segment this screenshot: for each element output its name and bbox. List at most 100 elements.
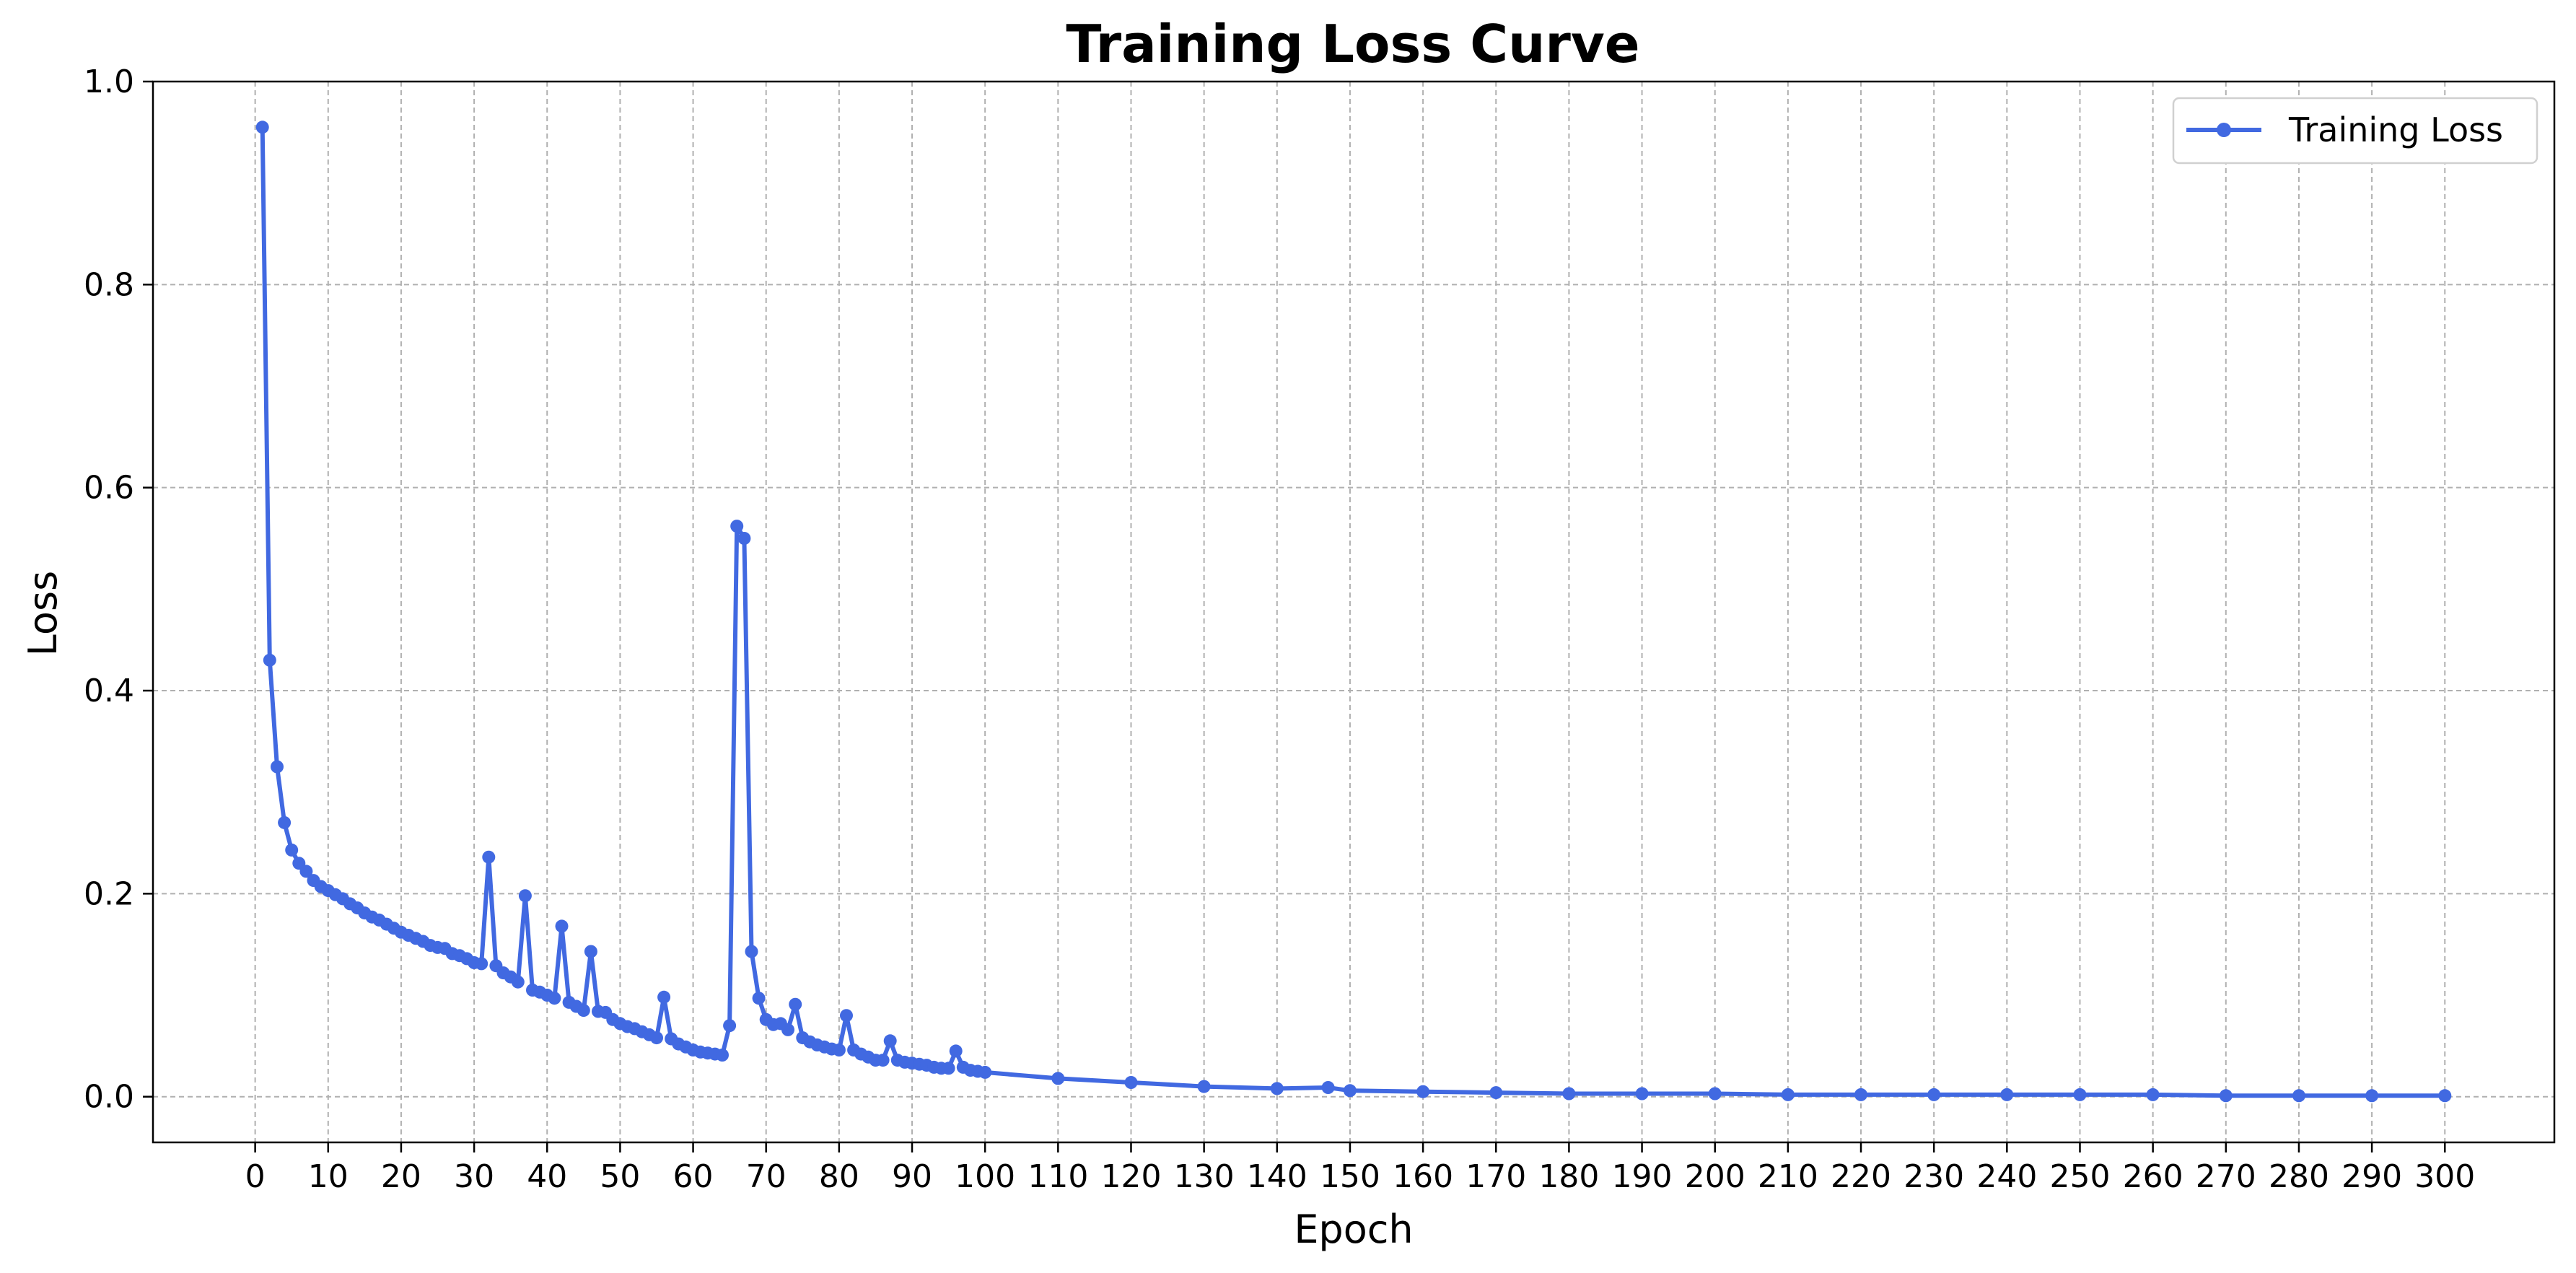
data-point xyxy=(840,1009,853,1023)
data-point xyxy=(657,990,671,1004)
x-tick-label: 170 xyxy=(1466,1158,1526,1195)
data-point xyxy=(577,1004,590,1018)
data-point xyxy=(1927,1088,1941,1101)
x-tick-label: 130 xyxy=(1174,1158,1235,1195)
x-tick-label: 200 xyxy=(1685,1158,1745,1195)
data-point xyxy=(978,1065,992,1079)
x-tick-label: 60 xyxy=(673,1158,714,1195)
data-point xyxy=(518,889,532,903)
data-point xyxy=(278,815,292,829)
x-tick-label: 10 xyxy=(308,1158,349,1195)
chart-title: Training Loss Curve xyxy=(1066,14,1639,74)
y-tick-label: 0.2 xyxy=(84,875,134,912)
data-point xyxy=(832,1044,846,1057)
data-point xyxy=(723,1019,737,1033)
x-tick-label: 270 xyxy=(2196,1158,2256,1195)
x-tick-label: 100 xyxy=(955,1158,1015,1195)
data-point xyxy=(2073,1088,2087,1101)
data-point xyxy=(1343,1084,1357,1098)
x-tick-label: 280 xyxy=(2269,1158,2329,1195)
x-tick-label: 40 xyxy=(527,1158,567,1195)
data-point xyxy=(781,1023,794,1036)
x-tick-label: 300 xyxy=(2414,1158,2475,1195)
x-tick-label: 250 xyxy=(2050,1158,2111,1195)
x-tick-label: 0 xyxy=(245,1158,266,1195)
y-tick-label: 0.8 xyxy=(84,266,134,303)
data-point xyxy=(1124,1076,1138,1089)
data-point xyxy=(271,760,284,774)
x-tick-label: 90 xyxy=(892,1158,932,1195)
data-point xyxy=(255,121,269,134)
data-point xyxy=(2292,1089,2305,1103)
grid-lines xyxy=(153,81,2554,1142)
data-point xyxy=(2438,1089,2452,1103)
legend-box xyxy=(2172,97,2538,165)
data-point xyxy=(1854,1088,1867,1101)
x-tick-label: 110 xyxy=(1028,1158,1088,1195)
x-tick-label: 210 xyxy=(1758,1158,1818,1195)
data-point xyxy=(511,975,525,989)
data-point xyxy=(789,997,802,1011)
axis-ticks: 0 10 20 30 40 50 60 70 80 90 100 110 120 130 140 150 160… xyxy=(84,64,2475,1195)
plot-frame xyxy=(152,80,2556,1144)
x-tick-label: 290 xyxy=(2341,1158,2402,1195)
legend: Training Loss xyxy=(2172,97,2538,165)
data-point xyxy=(752,992,766,1005)
x-tick-label: 80 xyxy=(819,1158,859,1195)
data-point xyxy=(1635,1087,1649,1101)
x-tick-label: 150 xyxy=(1320,1158,1380,1195)
data-point xyxy=(2365,1089,2379,1103)
x-tick-label: 190 xyxy=(1612,1158,1673,1195)
data-point xyxy=(716,1049,729,1062)
data-point xyxy=(1708,1087,1722,1101)
x-tick-label: 240 xyxy=(1976,1158,2037,1195)
data-point xyxy=(1489,1086,1503,1100)
data-point xyxy=(737,532,751,545)
data-point xyxy=(1562,1087,1576,1101)
data-series xyxy=(255,121,2452,1103)
data-point xyxy=(548,992,561,1005)
data-point xyxy=(584,945,597,958)
data-point xyxy=(942,1062,955,1075)
data-point xyxy=(650,1031,663,1045)
x-tick-label: 140 xyxy=(1247,1158,1307,1195)
data-point xyxy=(2000,1088,2014,1101)
x-tick-label: 50 xyxy=(600,1158,640,1195)
data-point xyxy=(730,520,744,533)
data-point xyxy=(285,843,299,857)
x-tick-label: 230 xyxy=(1903,1158,1964,1195)
data-point xyxy=(2219,1089,2233,1103)
legend-marker-swatch xyxy=(2217,123,2231,137)
y-tick-label: 0.0 xyxy=(84,1079,134,1116)
y-tick-label: 1.0 xyxy=(84,64,134,100)
data-point xyxy=(555,919,569,933)
x-tick-label: 180 xyxy=(1538,1158,1599,1195)
x-tick-label: 20 xyxy=(381,1158,421,1195)
data-point xyxy=(883,1034,897,1048)
data-point xyxy=(1321,1081,1335,1094)
data-point xyxy=(876,1054,890,1067)
x-tick-label: 220 xyxy=(1831,1158,1891,1195)
data-point xyxy=(745,945,758,958)
y-tick-label: 0.6 xyxy=(84,470,134,507)
data-point xyxy=(482,850,496,864)
data-point xyxy=(475,957,489,971)
x-axis-label: Epoch xyxy=(1294,1207,1413,1252)
data-point xyxy=(263,653,276,667)
data-point xyxy=(2146,1088,2160,1101)
data-point xyxy=(299,865,313,878)
x-tick-label: 30 xyxy=(454,1158,494,1195)
legend-label: Training Loss xyxy=(2288,110,2503,149)
data-point xyxy=(1781,1088,1795,1101)
data-point xyxy=(1270,1082,1284,1095)
data-point xyxy=(1197,1080,1211,1093)
x-tick-label: 70 xyxy=(746,1158,787,1195)
data-point xyxy=(1416,1085,1430,1098)
data-point xyxy=(949,1044,963,1058)
x-tick-label: 260 xyxy=(2123,1158,2183,1195)
data-point xyxy=(1051,1072,1065,1085)
y-tick-label: 0.4 xyxy=(84,673,134,709)
x-tick-label: 120 xyxy=(1100,1158,1161,1195)
